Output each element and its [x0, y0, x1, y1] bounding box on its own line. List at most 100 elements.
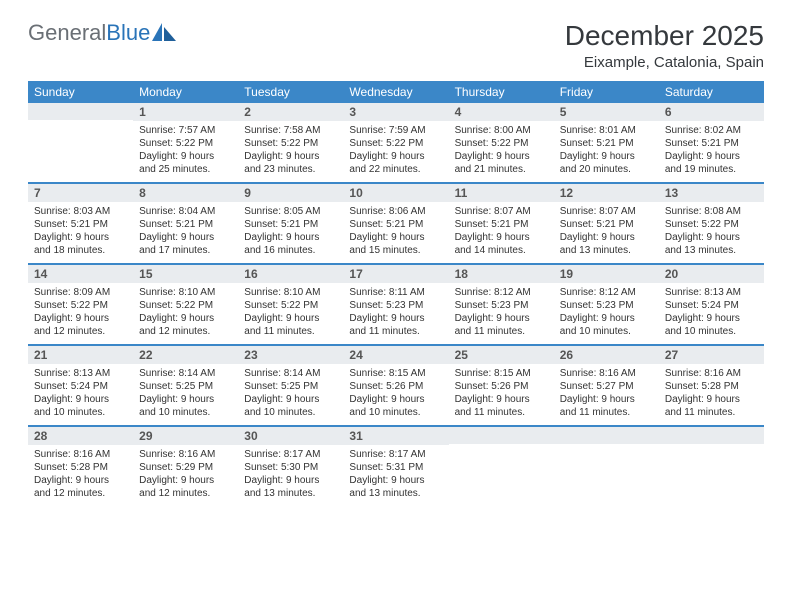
sunset-text: Sunset: 5:22 PM — [665, 218, 758, 231]
sunset-text: Sunset: 5:28 PM — [665, 380, 758, 393]
day-cell: 31Sunrise: 8:17 AMSunset: 5:31 PMDayligh… — [343, 426, 448, 506]
sunset-text: Sunset: 5:23 PM — [349, 299, 442, 312]
day-cell — [554, 426, 659, 506]
day-cell: 15Sunrise: 8:10 AMSunset: 5:22 PMDayligh… — [133, 264, 238, 345]
day-number: 31 — [343, 427, 448, 445]
logo-sail-icon — [152, 23, 178, 43]
day-number: 5 — [554, 103, 659, 121]
day-cell: 26Sunrise: 8:16 AMSunset: 5:27 PMDayligh… — [554, 345, 659, 426]
day-cell: 3Sunrise: 7:59 AMSunset: 5:22 PMDaylight… — [343, 103, 448, 183]
title-block: December 2025 Eixample, Catalonia, Spain — [565, 20, 764, 71]
day-number: 8 — [133, 184, 238, 202]
day-number: 14 — [28, 265, 133, 283]
day-content: Sunrise: 8:13 AMSunset: 5:24 PMDaylight:… — [28, 364, 133, 425]
day-number: 2 — [238, 103, 343, 121]
day-content: Sunrise: 8:10 AMSunset: 5:22 PMDaylight:… — [133, 283, 238, 344]
day-cell: 10Sunrise: 8:06 AMSunset: 5:21 PMDayligh… — [343, 183, 448, 264]
day-cell: 22Sunrise: 8:14 AMSunset: 5:25 PMDayligh… — [133, 345, 238, 426]
day-content: Sunrise: 8:16 AMSunset: 5:28 PMDaylight:… — [28, 445, 133, 506]
day-content: Sunrise: 8:08 AMSunset: 5:22 PMDaylight:… — [659, 202, 764, 263]
sunset-text: Sunset: 5:24 PM — [665, 299, 758, 312]
sunrise-text: Sunrise: 8:17 AM — [244, 448, 337, 461]
day-content: Sunrise: 8:14 AMSunset: 5:25 PMDaylight:… — [133, 364, 238, 425]
day-content: Sunrise: 8:17 AMSunset: 5:30 PMDaylight:… — [238, 445, 343, 506]
sunset-text: Sunset: 5:21 PM — [139, 218, 232, 231]
day-header: Sunday — [28, 81, 133, 103]
day-number: 21 — [28, 346, 133, 364]
sunrise-text: Sunrise: 8:04 AM — [139, 205, 232, 218]
calendar-body: 1Sunrise: 7:57 AMSunset: 5:22 PMDaylight… — [28, 103, 764, 506]
sunset-text: Sunset: 5:22 PM — [139, 137, 232, 150]
sunrise-text: Sunrise: 8:11 AM — [349, 286, 442, 299]
day-content: Sunrise: 8:01 AMSunset: 5:21 PMDaylight:… — [554, 121, 659, 182]
day-cell: 29Sunrise: 8:16 AMSunset: 5:29 PMDayligh… — [133, 426, 238, 506]
daylight-text: Daylight: 9 hours and 11 minutes. — [244, 312, 337, 338]
daylight-text: Daylight: 9 hours and 10 minutes. — [349, 393, 442, 419]
day-cell: 27Sunrise: 8:16 AMSunset: 5:28 PMDayligh… — [659, 345, 764, 426]
day-content: Sunrise: 7:58 AMSunset: 5:22 PMDaylight:… — [238, 121, 343, 182]
day-number: 16 — [238, 265, 343, 283]
daylight-text: Daylight: 9 hours and 12 minutes. — [34, 312, 127, 338]
daylight-text: Daylight: 9 hours and 19 minutes. — [665, 150, 758, 176]
day-content: Sunrise: 8:17 AMSunset: 5:31 PMDaylight:… — [343, 445, 448, 506]
daylight-text: Daylight: 9 hours and 12 minutes. — [139, 312, 232, 338]
daylight-text: Daylight: 9 hours and 20 minutes. — [560, 150, 653, 176]
day-cell — [449, 426, 554, 506]
sunset-text: Sunset: 5:26 PM — [455, 380, 548, 393]
day-number: 24 — [343, 346, 448, 364]
day-number — [554, 427, 659, 444]
day-cell: 12Sunrise: 8:07 AMSunset: 5:21 PMDayligh… — [554, 183, 659, 264]
week-row: 1Sunrise: 7:57 AMSunset: 5:22 PMDaylight… — [28, 103, 764, 183]
daylight-text: Daylight: 9 hours and 10 minutes. — [139, 393, 232, 419]
day-number: 27 — [659, 346, 764, 364]
sunrise-text: Sunrise: 8:05 AM — [244, 205, 337, 218]
sunset-text: Sunset: 5:23 PM — [560, 299, 653, 312]
day-cell: 21Sunrise: 8:13 AMSunset: 5:24 PMDayligh… — [28, 345, 133, 426]
sunrise-text: Sunrise: 8:15 AM — [455, 367, 548, 380]
day-cell: 2Sunrise: 7:58 AMSunset: 5:22 PMDaylight… — [238, 103, 343, 183]
day-number: 11 — [449, 184, 554, 202]
day-header: Tuesday — [238, 81, 343, 103]
sunset-text: Sunset: 5:21 PM — [560, 137, 653, 150]
day-number: 23 — [238, 346, 343, 364]
sunset-text: Sunset: 5:25 PM — [139, 380, 232, 393]
day-cell: 28Sunrise: 8:16 AMSunset: 5:28 PMDayligh… — [28, 426, 133, 506]
daylight-text: Daylight: 9 hours and 14 minutes. — [455, 231, 548, 257]
sunset-text: Sunset: 5:30 PM — [244, 461, 337, 474]
day-content: Sunrise: 8:04 AMSunset: 5:21 PMDaylight:… — [133, 202, 238, 263]
day-content: Sunrise: 8:12 AMSunset: 5:23 PMDaylight:… — [449, 283, 554, 344]
sunrise-text: Sunrise: 8:12 AM — [455, 286, 548, 299]
sunset-text: Sunset: 5:27 PM — [560, 380, 653, 393]
day-cell: 14Sunrise: 8:09 AMSunset: 5:22 PMDayligh… — [28, 264, 133, 345]
sunrise-text: Sunrise: 8:16 AM — [560, 367, 653, 380]
day-number — [28, 103, 133, 120]
day-content: Sunrise: 8:15 AMSunset: 5:26 PMDaylight:… — [449, 364, 554, 425]
day-cell — [659, 426, 764, 506]
day-header: Thursday — [449, 81, 554, 103]
sunset-text: Sunset: 5:22 PM — [244, 137, 337, 150]
day-cell: 24Sunrise: 8:15 AMSunset: 5:26 PMDayligh… — [343, 345, 448, 426]
day-content: Sunrise: 8:07 AMSunset: 5:21 PMDaylight:… — [449, 202, 554, 263]
day-cell: 9Sunrise: 8:05 AMSunset: 5:21 PMDaylight… — [238, 183, 343, 264]
sunrise-text: Sunrise: 8:15 AM — [349, 367, 442, 380]
day-number: 28 — [28, 427, 133, 445]
day-number: 17 — [343, 265, 448, 283]
daylight-text: Daylight: 9 hours and 13 minutes. — [665, 231, 758, 257]
day-cell: 18Sunrise: 8:12 AMSunset: 5:23 PMDayligh… — [449, 264, 554, 345]
daylight-text: Daylight: 9 hours and 25 minutes. — [139, 150, 232, 176]
sunset-text: Sunset: 5:22 PM — [244, 299, 337, 312]
day-content: Sunrise: 8:06 AMSunset: 5:21 PMDaylight:… — [343, 202, 448, 263]
sunset-text: Sunset: 5:21 PM — [455, 218, 548, 231]
day-content: Sunrise: 8:16 AMSunset: 5:29 PMDaylight:… — [133, 445, 238, 506]
daylight-text: Daylight: 9 hours and 12 minutes. — [139, 474, 232, 500]
daylight-text: Daylight: 9 hours and 13 minutes. — [349, 474, 442, 500]
day-content: Sunrise: 8:10 AMSunset: 5:22 PMDaylight:… — [238, 283, 343, 344]
day-header: Friday — [554, 81, 659, 103]
day-content: Sunrise: 8:14 AMSunset: 5:25 PMDaylight:… — [238, 364, 343, 425]
day-cell: 16Sunrise: 8:10 AMSunset: 5:22 PMDayligh… — [238, 264, 343, 345]
day-number: 4 — [449, 103, 554, 121]
day-header: Saturday — [659, 81, 764, 103]
sunset-text: Sunset: 5:24 PM — [34, 380, 127, 393]
week-row: 14Sunrise: 8:09 AMSunset: 5:22 PMDayligh… — [28, 264, 764, 345]
day-number: 7 — [28, 184, 133, 202]
